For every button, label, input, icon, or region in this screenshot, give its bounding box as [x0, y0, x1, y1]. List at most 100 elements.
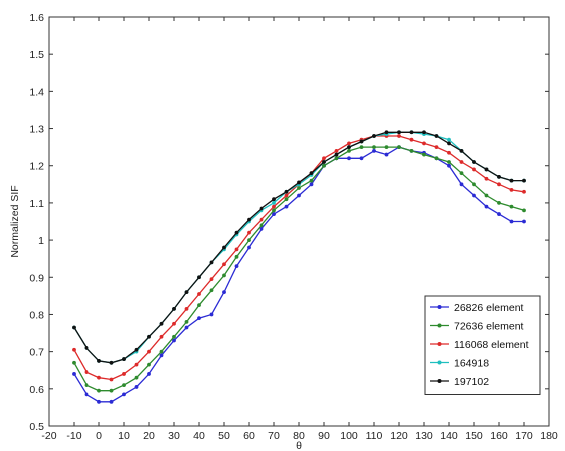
y-tick-label: 0.8: [29, 309, 44, 321]
data-point: [222, 262, 226, 267]
data-point: [84, 383, 89, 387]
data-point: [459, 182, 464, 187]
x-tick-label: 110: [366, 430, 383, 442]
data-point: [509, 204, 514, 209]
legend-label: 197102: [454, 376, 489, 388]
data-point: [259, 217, 264, 222]
legend-swatch-marker: [437, 305, 442, 309]
x-tick-label: 30: [168, 430, 180, 442]
y-tick-label: 0.9: [29, 272, 44, 284]
legend-swatch-marker: [437, 379, 442, 383]
data-point: [422, 152, 426, 157]
data-point: [322, 163, 326, 168]
data-point: [222, 273, 226, 278]
y-tick-label: 1.6: [29, 12, 44, 24]
data-point: [134, 385, 139, 389]
data-point: [472, 193, 476, 198]
legend-swatch-marker: [437, 360, 442, 365]
data-point: [247, 238, 251, 242]
data-point: [84, 392, 89, 397]
data-point: [397, 130, 401, 135]
data-point: [97, 359, 101, 363]
data-point: [284, 197, 289, 202]
data-point: [509, 219, 514, 224]
data-point: [272, 208, 276, 213]
y-tick-label: 1: [38, 235, 44, 247]
y-tick-label: 1.1: [29, 198, 44, 210]
data-point: [309, 178, 314, 183]
data-point: [247, 230, 251, 235]
series-layer: [72, 130, 526, 404]
y-tick-label: 0.7: [29, 347, 44, 359]
x-axis: -20 -10 0 10 20 30 40 50 60 70 80 90 100 110 120 130 140…: [41, 17, 558, 442]
data-point: [84, 346, 89, 350]
data-point: [259, 227, 264, 231]
data-point: [172, 338, 176, 343]
data-point: [297, 180, 301, 185]
data-point: [522, 219, 526, 224]
data-point: [347, 145, 351, 150]
data-point: [384, 152, 389, 157]
data-point: [384, 130, 389, 135]
data-point: [197, 316, 201, 321]
data-point: [209, 288, 214, 293]
data-point: [159, 353, 164, 358]
x-tick-label: 140: [440, 430, 458, 442]
data-point: [272, 197, 276, 202]
series-2: [72, 145, 526, 393]
data-point: [84, 370, 89, 374]
x-axis-label: θ: [296, 440, 302, 451]
data-point: [459, 160, 464, 164]
data-point: [259, 223, 264, 228]
data-point: [447, 137, 451, 142]
y-tick-label: 1.2: [29, 161, 44, 173]
data-point: [184, 306, 189, 311]
data-point: [197, 275, 201, 280]
data-point: [134, 347, 139, 352]
data-point: [359, 156, 364, 161]
legend: 26826 element 72636 element 116068 element…: [424, 295, 541, 395]
x-tick-label: 130: [415, 430, 433, 442]
legend-label: 26826 element: [454, 302, 524, 314]
data-point: [284, 189, 289, 194]
x-tick-label: -20: [41, 430, 56, 442]
data-point: [209, 260, 214, 265]
data-point: [72, 347, 76, 352]
data-point: [209, 312, 214, 317]
data-point: [459, 148, 464, 153]
data-point: [359, 145, 364, 150]
data-point: [222, 245, 226, 250]
data-point: [259, 206, 264, 211]
data-point: [497, 174, 501, 179]
data-point: [334, 148, 339, 153]
legend-swatch-marker: [437, 342, 442, 346]
data-point: [284, 204, 289, 209]
data-point: [234, 254, 239, 259]
data-point: [447, 141, 451, 146]
data-point: [509, 187, 514, 192]
legend-swatch-marker: [437, 323, 442, 328]
data-point: [197, 292, 201, 296]
x-tick-label: 120: [390, 430, 408, 442]
data-point: [109, 360, 114, 365]
data-point: [434, 134, 439, 138]
legend-label: 164918: [454, 358, 489, 370]
data-point: [497, 182, 501, 187]
data-point: [522, 189, 526, 194]
data-point: [122, 392, 126, 397]
data-point: [497, 201, 501, 205]
y-axis: 0.5 0.6 0.7 0.8 0.9 1 1.1 1.2 1.3 1.4 1.5 1.6: [29, 12, 549, 433]
data-point: [334, 152, 339, 157]
x-tick-label: 20: [143, 430, 155, 442]
data-point: [347, 148, 351, 153]
data-point: [497, 212, 501, 216]
data-point: [184, 290, 189, 295]
data-point: [409, 137, 414, 142]
data-point: [159, 321, 164, 326]
x-tick-label: 50: [218, 430, 230, 442]
data-point: [234, 247, 239, 252]
data-point: [397, 145, 401, 150]
legend-label: 116068 element: [454, 339, 529, 351]
data-point: [109, 377, 114, 382]
